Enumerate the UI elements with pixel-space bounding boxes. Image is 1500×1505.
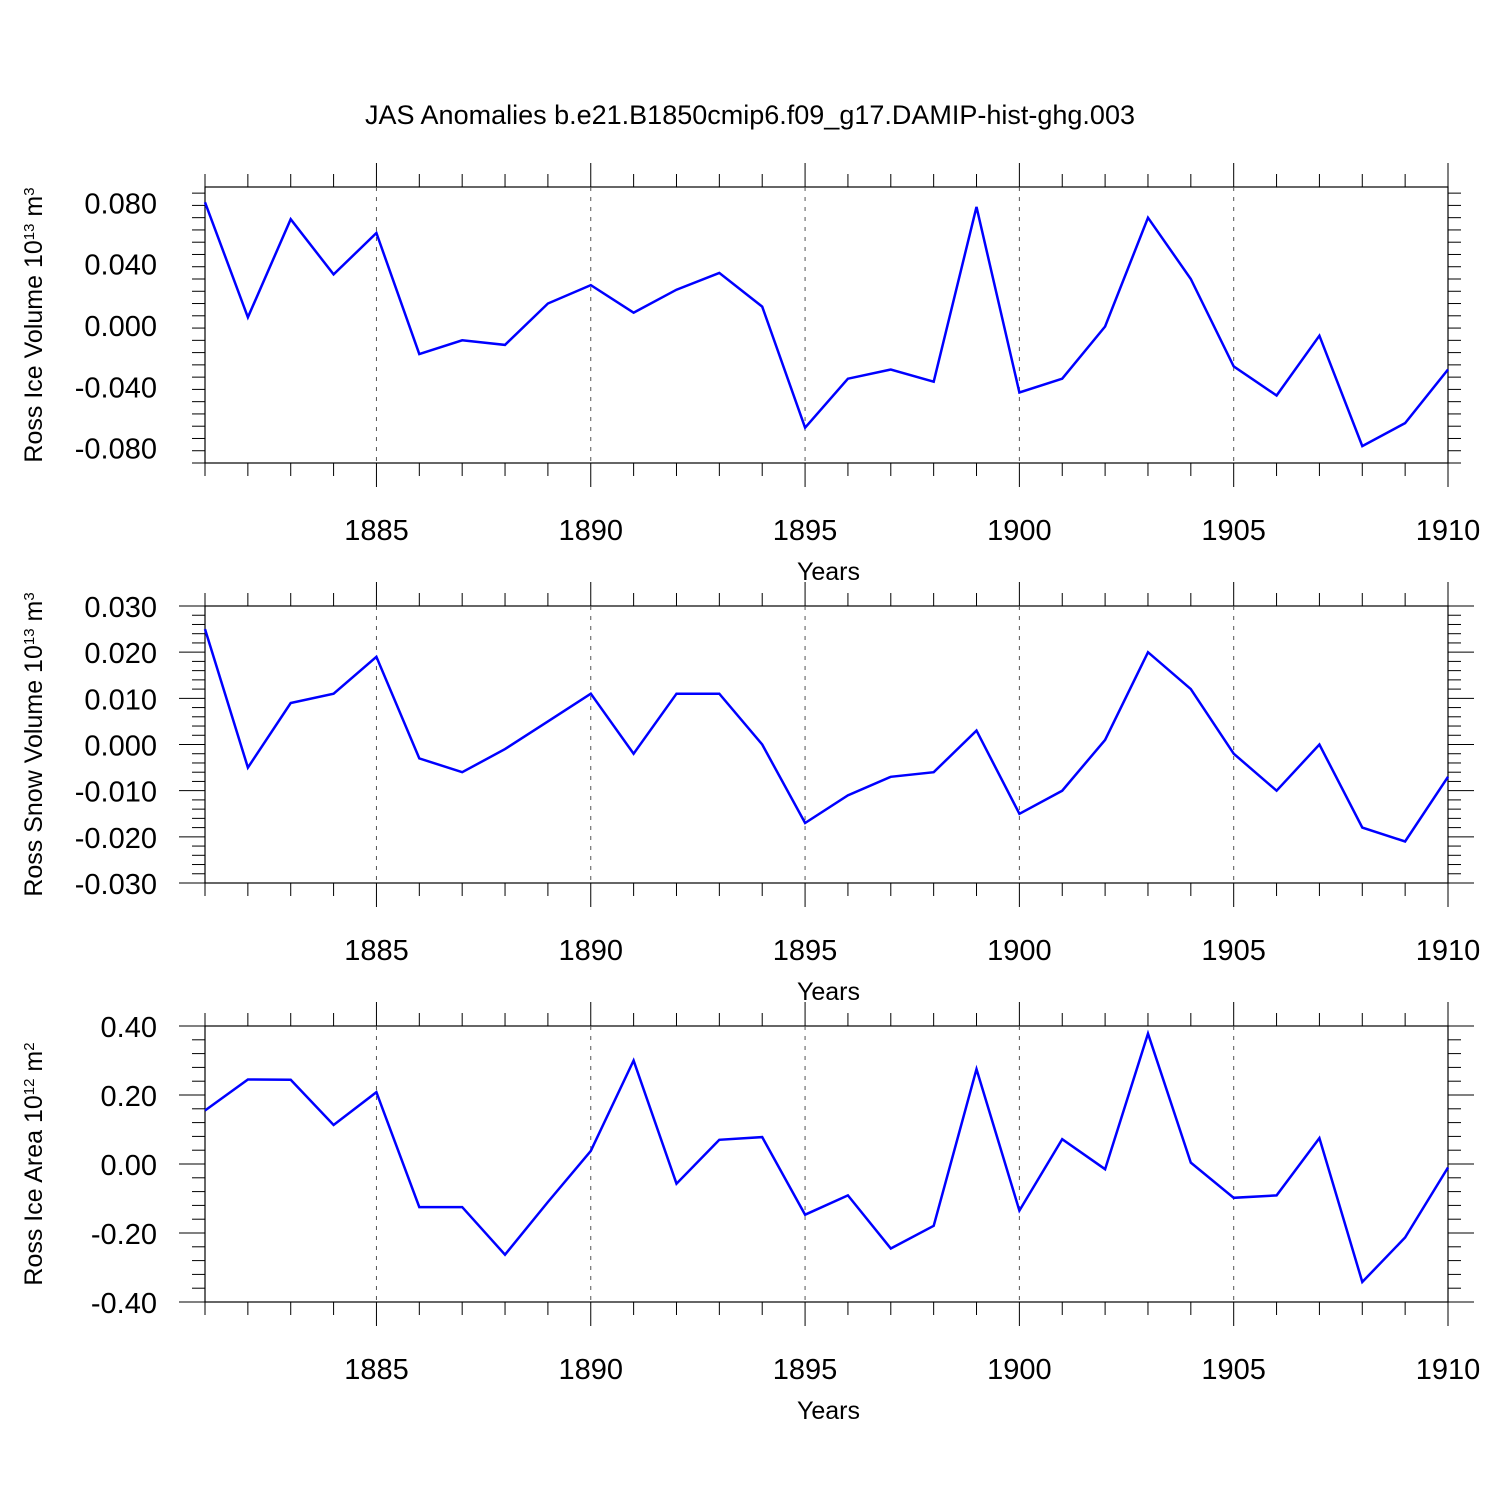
panel-1: 1885 1890 1895 1900 1905 1910 Years -0.080 -0.04… [20, 163, 1480, 586]
axis-title-superscript: 13 [21, 224, 38, 241]
panel-2-ytick-label-6: 0.030 [84, 592, 157, 624]
panel-1-series-line [203, 201, 1449, 448]
panel-1-xtick-label-1885: 1885 [344, 515, 409, 547]
panel-1-xtick-label-1895: 1895 [773, 515, 838, 547]
panel-1-xtick-label-1910: 1910 [1416, 515, 1481, 547]
axis-title-superscript: 3 [21, 187, 38, 195]
panel-3-frame [204, 1025, 1449, 1303]
axis-title-text: Ross Snow Volume 10 [20, 645, 48, 897]
panel-3-xtick-label-1910: 1910 [1416, 1354, 1481, 1386]
panel-2-xtick-label-1895: 1895 [773, 935, 838, 967]
panel-3-xtick-label-1905: 1905 [1201, 1354, 1266, 1386]
panel-3-ytick-label-3: 0.20 [101, 1081, 157, 1113]
panel-3-series-line [204, 1029, 1450, 1285]
panel-3-xtick-label-1900: 1900 [987, 1354, 1052, 1386]
panel-2-frame [204, 605, 1449, 884]
panel-2-xtick-label-1900: 1900 [987, 935, 1052, 967]
panel-3-yaxis-title: Ross Ice Area 1012 m2 [20, 1042, 48, 1285]
panel-2-yaxis-title: Ross Snow Volume 1013 m3 [20, 592, 48, 896]
panel-2-ytick-label-1: -0.020 [75, 823, 157, 855]
panel-3-ytick-label-1: -0.20 [91, 1219, 157, 1251]
panel-2-xtick-label-1890: 1890 [559, 935, 624, 967]
panel-3-ytick-label-4: 0.40 [101, 1012, 157, 1044]
panel-1-xtick-label-1900: 1900 [987, 515, 1052, 547]
panel-3: 1885 1890 1895 1900 1905 1910 Years -0.40 -0.20 0… [20, 1002, 1480, 1425]
axis-title-superscript: 12 [21, 1079, 38, 1096]
panel-1-xtick-label-1890: 1890 [559, 515, 624, 547]
axis-title-text: Ross Ice Area 10 [20, 1095, 48, 1285]
axis-title-text: Ross Ice Volume 10 [20, 240, 48, 462]
chart-title: JAS Anomalies b.e21.B1850cmip6.f09_g17.D… [365, 100, 1135, 130]
panel-3-xaxis-title: Years [797, 1397, 860, 1425]
panel-2-xtick-label-1910: 1910 [1416, 935, 1481, 967]
panel-1-ytick-label-4: 0.080 [84, 188, 157, 220]
panel-2-ytick-label-5: 0.020 [84, 638, 157, 670]
panel-2-ytick-label-2: -0.010 [75, 777, 157, 809]
axis-title-text: m [20, 196, 48, 224]
panel-1-xtick-label-1905: 1905 [1201, 515, 1266, 547]
panel-3-xtick-label-1890: 1890 [559, 1354, 624, 1386]
panel-2-xtick-label-1905: 1905 [1201, 935, 1266, 967]
panel-3-ytick-label-2: 0.00 [101, 1150, 157, 1182]
panel-3-ytick-label-0: -0.40 [91, 1288, 157, 1320]
panel-2-xtick-label-1885: 1885 [344, 935, 409, 967]
panel-2-ytick-label-3: 0.000 [84, 731, 157, 763]
panel-1-frame [204, 186, 1449, 464]
axis-title-superscript: 2 [21, 1042, 38, 1050]
panel-2: 1885 1890 1895 1900 1905 1910 Years -0.030 -0.02… [20, 582, 1480, 1006]
axis-title-superscript: 13 [21, 628, 38, 645]
panel-2-series-line [203, 628, 1450, 843]
panel-2-xaxis-title: Years [797, 978, 860, 1006]
panel-1-ytick-label-3: 0.040 [84, 250, 157, 282]
panel-3-xtick-label-1885: 1885 [344, 1354, 409, 1386]
panel-1-xaxis-title: Years [797, 558, 860, 586]
axis-title-text: m [20, 1051, 48, 1079]
axis-title-text: m [20, 601, 48, 629]
panel-2-ytick-label-0: -0.030 [75, 869, 157, 901]
panel-1-ytick-label-2: 0.000 [84, 311, 157, 343]
panel-1-yaxis-title: Ross Ice Volume 1013 m3 [20, 187, 48, 462]
panel-3-xtick-label-1895: 1895 [773, 1354, 838, 1386]
panel-1-ytick-label-0: -0.080 [75, 434, 157, 466]
axis-title-superscript: 3 [21, 592, 38, 600]
panel-1-ytick-label-1: -0.040 [75, 372, 157, 404]
panel-2-ytick-label-4: 0.010 [84, 684, 157, 716]
